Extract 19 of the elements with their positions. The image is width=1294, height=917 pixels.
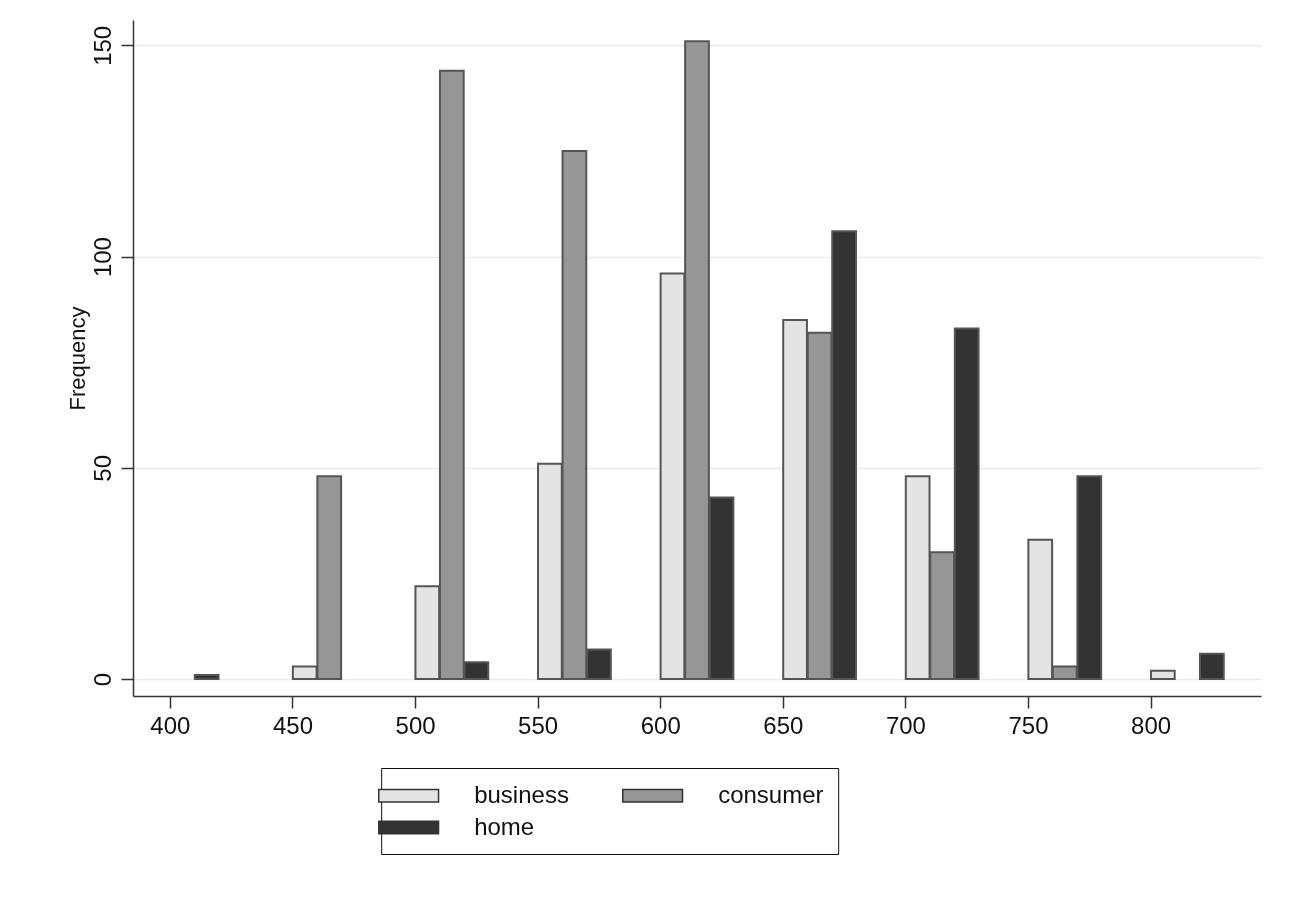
- y-tick-label: 100: [88, 237, 116, 278]
- x-tick-label: 750: [1008, 711, 1049, 739]
- legend-label: consumer: [718, 780, 824, 808]
- bar: [193, 673, 220, 681]
- x-tick-label: 550: [518, 711, 559, 739]
- x-tick-label: 800: [1131, 711, 1172, 739]
- y-tick-label: 150: [88, 25, 116, 66]
- x-tick-label: 500: [395, 711, 436, 739]
- legend-label: business: [474, 780, 569, 808]
- x-tick-label: 450: [272, 711, 313, 739]
- x-tick-label: 400: [150, 711, 191, 739]
- y-tick-label: 50: [88, 455, 116, 482]
- x-tick-label: 650: [763, 711, 804, 739]
- x-tick-label: 700: [885, 711, 926, 739]
- y-tick-label: 0: [88, 672, 116, 687]
- legend-label: home: [474, 812, 535, 840]
- x-tick-label: 600: [640, 711, 681, 739]
- y-axis-title: Frequency: [64, 306, 90, 411]
- bar: [1199, 652, 1225, 681]
